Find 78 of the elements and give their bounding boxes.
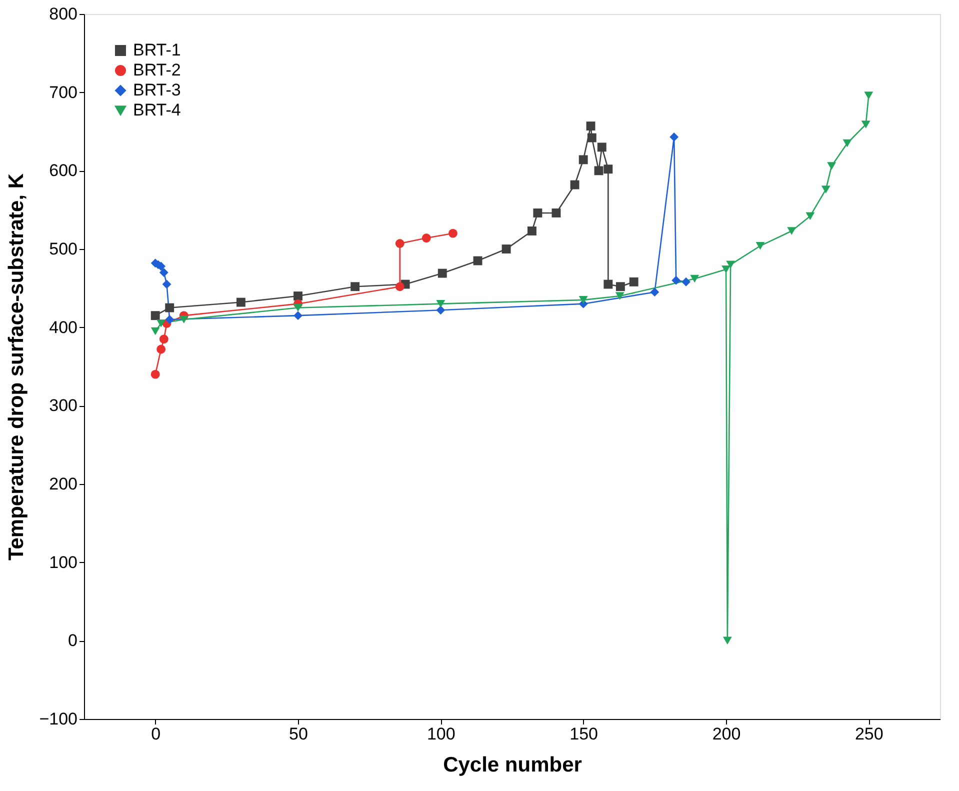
legend-label: BRT-3: [133, 80, 181, 100]
point: [821, 186, 830, 194]
point: [533, 208, 542, 218]
y-axis-title: Temperature drop surface-substrate, K: [5, 173, 28, 561]
y-tick-label: 300: [49, 396, 78, 416]
y-tick-label: 200: [49, 474, 78, 494]
y-tick-label: 500: [49, 240, 78, 258]
x-tick-label: 200: [712, 724, 741, 744]
x-tick-label: 0: [151, 724, 161, 744]
point: [587, 133, 596, 142]
y-tick-label: 0: [68, 631, 78, 650]
point: [165, 303, 174, 312]
point: [552, 208, 561, 218]
x-axis-title: Cycle number: [443, 754, 582, 776]
point: [502, 244, 511, 254]
point: [722, 265, 730, 274]
x-tick-label: 250: [854, 724, 884, 744]
point: [159, 334, 168, 344]
point: [150, 311, 160, 320]
legend-label: BRT-4: [133, 100, 181, 120]
point: [690, 274, 700, 283]
point: [350, 282, 360, 292]
point: [528, 226, 536, 236]
point: [604, 280, 613, 289]
legend-label: BRT-2: [133, 60, 181, 80]
y-tick-label: 100: [49, 552, 78, 572]
point: [604, 164, 613, 174]
x-tick-label: 50: [289, 724, 308, 744]
point: [756, 242, 765, 250]
point: [806, 212, 815, 220]
legend-label: BRT-1: [133, 40, 181, 60]
point: [682, 277, 691, 286]
point: [436, 300, 446, 308]
y-tick-label: 800: [49, 4, 78, 24]
point: [395, 282, 404, 292]
x-tick-label: 100: [426, 724, 456, 744]
point: [578, 296, 588, 304]
point: [615, 292, 624, 300]
point: [616, 282, 625, 292]
point: [438, 268, 447, 278]
point: [395, 239, 404, 248]
point: [861, 120, 870, 128]
point: [597, 142, 606, 152]
point: [156, 344, 166, 354]
point: [864, 92, 874, 100]
point: [422, 234, 431, 242]
point: [156, 320, 166, 328]
point: [436, 306, 446, 315]
point: [650, 288, 660, 297]
x-tick-label: 150: [570, 724, 598, 744]
point: [570, 180, 580, 190]
point: [150, 327, 160, 336]
point: [179, 316, 188, 324]
y-tick-label: −100: [39, 710, 78, 728]
point: [726, 260, 736, 269]
point: [473, 256, 482, 266]
point: [159, 268, 168, 277]
point: [236, 298, 246, 307]
point: [594, 166, 604, 176]
point: [629, 277, 638, 286]
point: [670, 132, 679, 142]
y-tick-label: 600: [49, 161, 78, 180]
point: [448, 228, 458, 238]
point: [150, 370, 160, 379]
point: [586, 122, 596, 130]
point: [162, 280, 172, 289]
point: [294, 311, 302, 320]
point: [827, 162, 836, 170]
point: [842, 139, 852, 148]
point: [672, 276, 681, 285]
y-tick-label: 400: [49, 318, 78, 337]
point: [294, 292, 302, 300]
point: [294, 304, 302, 312]
point: [787, 227, 796, 235]
y-tick-label: 700: [49, 82, 78, 102]
point: [578, 155, 588, 164]
point: [165, 315, 174, 324]
point: [722, 636, 732, 645]
